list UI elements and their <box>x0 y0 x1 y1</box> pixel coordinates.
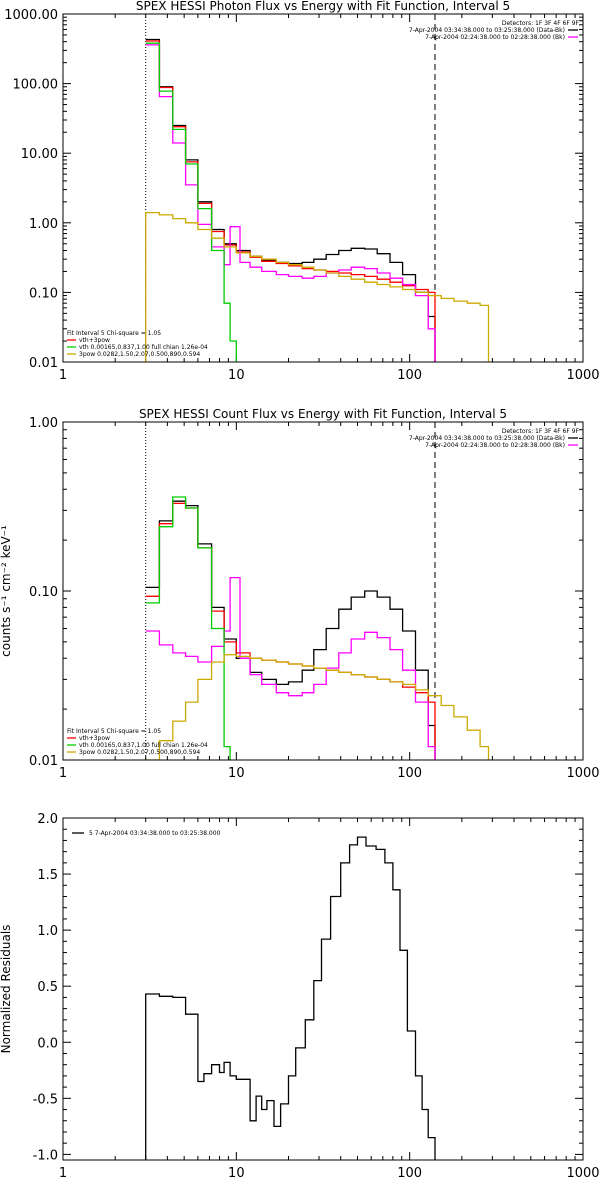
series-line-1 <box>145 38 436 362</box>
series-line-2 <box>145 40 436 362</box>
x-tick-label: 10 <box>228 1166 245 1181</box>
series-line-5 <box>145 211 490 362</box>
legend-entry: 7-Apr-2004 03:34:38.000 to 03:25:38.000 … <box>409 435 565 442</box>
legend-entry: 7-Apr-2004 03:34:38.000 to 03:25:38.000 … <box>409 27 565 34</box>
legend-entry: 7-Apr-2004 02:24:38.000 to 02:28:38.000 … <box>425 34 565 41</box>
chart-title: SPEX HESSI Count Flux vs Energy with Fit… <box>139 407 507 421</box>
x-tick-label: 1000 <box>566 766 599 781</box>
plot-frame <box>62 817 584 1161</box>
x-tick-label: 10 <box>228 368 245 383</box>
y-tick-label: 1.00 <box>29 416 58 431</box>
legend-entry: Fit Interval 5 Chi-square = 1.05 <box>67 728 161 735</box>
chart-panel-3: Normalized Residuals 1 10 100 1000 -1.0 -0.5 0.… <box>0 812 600 1181</box>
x-tick-label: 1000 <box>566 368 599 383</box>
x-tick-label: 1000 <box>566 1166 599 1181</box>
series-line-3 <box>145 576 436 760</box>
y-axis-label: Normalized Residuals <box>0 925 13 1054</box>
y-tick-label: 0.5 <box>37 980 58 995</box>
legend-entry: vth+3pow <box>79 735 110 742</box>
y-tick-label: 1.0 <box>37 924 58 939</box>
y-tick-label: -1.0 <box>33 1148 58 1163</box>
y-tick-label: 1.00 <box>29 217 58 232</box>
y-tick-label: 0.01 <box>29 356 58 371</box>
y-tick-label: 2.0 <box>37 812 58 827</box>
x-tick-label: 1 <box>59 766 67 781</box>
y-tick-label: 1.5 <box>37 868 58 883</box>
y-tick-label: 0.01 <box>29 754 58 769</box>
y-tick-label: 0.10 <box>29 585 58 600</box>
plot-frame <box>62 13 584 363</box>
chart-panel-2: SPEX HESSI Count Flux vs Energy with Fit… <box>0 407 600 781</box>
y-axis-label: counts s⁻¹ cm⁻² keV⁻¹ <box>0 525 13 657</box>
plot-frame <box>62 421 584 761</box>
series-line-4 <box>145 42 237 362</box>
legend-entry: vth 0.00165,0.837,1.00 full chian 1.26e-… <box>79 742 208 749</box>
x-tick-label: 100 <box>397 1166 422 1181</box>
legend-entry: vth 0.00165,0.837,1.00 full chian 1.26e-… <box>79 344 208 351</box>
y-tick-label: 1000.00 <box>4 8 58 23</box>
y-tick-label: 10.00 <box>21 147 58 162</box>
x-tick-label: 100 <box>397 368 422 383</box>
chart-panel-1: SPEX HESSI Photon Flux vs Energy with Fi… <box>4 0 599 383</box>
y-tick-label: 0.0 <box>37 1036 58 1051</box>
series-line-4 <box>145 496 231 760</box>
series-line-1 <box>145 836 436 1160</box>
legend-entry: 3pow 0.0282,1.50,2.07,0.500,890,0.594 <box>79 749 200 756</box>
x-tick-label: 100 <box>397 766 422 781</box>
series-line-1 <box>145 500 436 760</box>
y-tick-label: 100.00 <box>13 78 59 93</box>
legend-entry: 3pow 0.0282,1.50,2.07,0.500,890,0.594 <box>79 351 200 358</box>
legend-entry: 5 7-Apr-2004 03:34:38.000 to 03:25:38.00… <box>89 830 221 837</box>
x-tick-label: 1 <box>59 368 67 383</box>
x-tick-label: 1 <box>59 1166 67 1181</box>
y-tick-label: 0.10 <box>29 286 58 301</box>
legend-entry: vth+3pow <box>79 337 110 344</box>
y-tick-label: -0.5 <box>33 1092 58 1107</box>
legend-entry: Fit Interval 5 Chi-square = 1.05 <box>67 330 161 337</box>
legend-entry: Detectors: 1F 3F 4F 6F 9F <box>502 20 580 27</box>
legend-entry: 7-Apr-2004 02:24:38.000 to 02:28:38.000 … <box>425 442 565 449</box>
x-tick-label: 10 <box>228 766 245 781</box>
legend-entry: Detectors: 1F 3F 4F 6F 9F <box>502 428 580 435</box>
chart-title: SPEX HESSI Photon Flux vs Energy with Fi… <box>136 0 510 13</box>
series-line-5 <box>145 654 490 760</box>
series-line-3 <box>145 44 436 362</box>
series-line-2 <box>145 502 436 760</box>
